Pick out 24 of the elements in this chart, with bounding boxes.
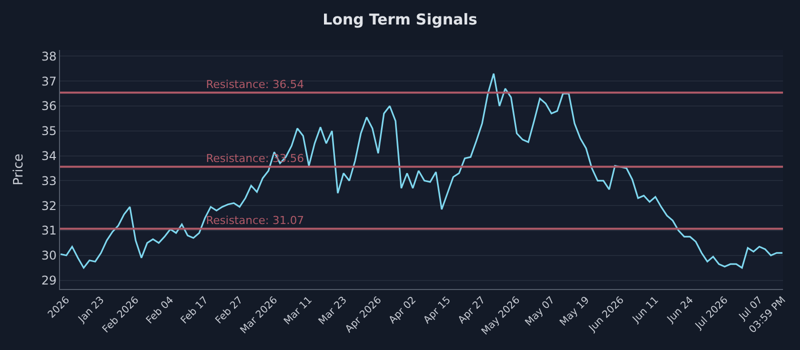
x-tick-label: Apr 15 [422,294,454,326]
y-tick-label: 30 [41,248,57,263]
y-axis-title: Price [11,154,26,186]
y-tick-label: 32 [41,198,57,213]
y-tick-label: 34 [41,149,57,164]
line-series [60,72,783,269]
y-tick-label: 37 [41,74,57,88]
y-tick-label: 38 [41,49,57,64]
x-tick-label: Mar 11 [282,294,315,328]
ref-line-label: Resistance: 31.07 [206,214,304,227]
y-tick-label: 31 [41,224,57,238]
x-tick-label: Feb 04 [144,294,176,326]
y-tick-label: 29 [41,273,57,288]
chart-title: Long Term Signals [322,10,478,28]
x-tick-label: Apr 27 [456,294,488,326]
y-tick-label: 35 [41,124,57,138]
x-tick-label: Jun 24 [664,294,696,326]
x-tick-label: Jun 11 [630,294,662,326]
ref-line-label: Resistance: 36.54 [206,78,304,91]
x-tick-label: Jan 23 [76,294,107,326]
x-tick-label: Apr 02 [387,294,418,326]
y-tick-label: 33 [41,174,57,188]
y-tick-label: 36 [41,99,57,114]
x-tick-label: Feb 17 [179,294,211,326]
